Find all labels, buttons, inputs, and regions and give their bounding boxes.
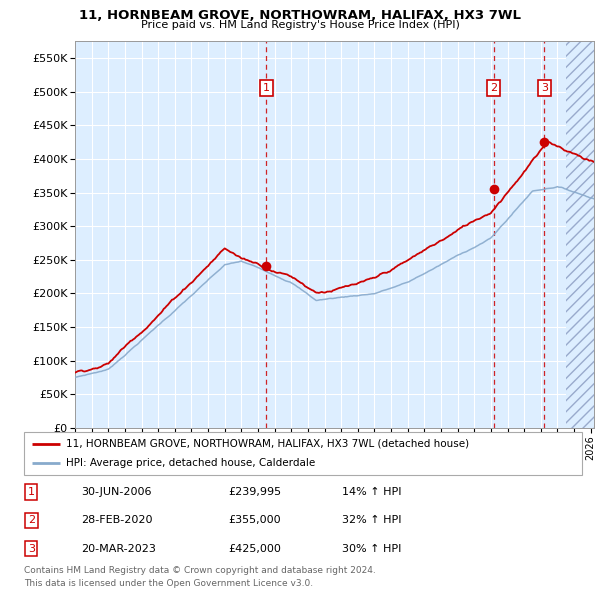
Text: £425,000: £425,000 xyxy=(228,544,281,553)
FancyBboxPatch shape xyxy=(24,432,582,475)
Text: £355,000: £355,000 xyxy=(228,516,281,525)
Text: 2: 2 xyxy=(28,516,35,525)
Text: 28-FEB-2020: 28-FEB-2020 xyxy=(81,516,152,525)
Text: 3: 3 xyxy=(28,544,35,553)
Text: 11, HORNBEAM GROVE, NORTHOWRAM, HALIFAX, HX3 7WL (detached house): 11, HORNBEAM GROVE, NORTHOWRAM, HALIFAX,… xyxy=(66,439,469,449)
Text: 14% ↑ HPI: 14% ↑ HPI xyxy=(342,487,401,497)
Text: Contains HM Land Registry data © Crown copyright and database right 2024.: Contains HM Land Registry data © Crown c… xyxy=(24,566,376,575)
Text: 2: 2 xyxy=(490,83,497,93)
Text: 1: 1 xyxy=(263,83,270,93)
Text: 11, HORNBEAM GROVE, NORTHOWRAM, HALIFAX, HX3 7WL: 11, HORNBEAM GROVE, NORTHOWRAM, HALIFAX,… xyxy=(79,9,521,22)
Text: £239,995: £239,995 xyxy=(228,487,281,497)
Bar xyxy=(566,41,594,428)
Text: 30-JUN-2006: 30-JUN-2006 xyxy=(81,487,151,497)
Text: This data is licensed under the Open Government Licence v3.0.: This data is licensed under the Open Gov… xyxy=(24,579,313,588)
Text: 20-MAR-2023: 20-MAR-2023 xyxy=(81,544,156,553)
Text: HPI: Average price, detached house, Calderdale: HPI: Average price, detached house, Cald… xyxy=(66,458,315,468)
Text: 1: 1 xyxy=(28,487,35,497)
Text: 3: 3 xyxy=(541,83,548,93)
Text: Price paid vs. HM Land Registry's House Price Index (HPI): Price paid vs. HM Land Registry's House … xyxy=(140,20,460,30)
Text: 30% ↑ HPI: 30% ↑ HPI xyxy=(342,544,401,553)
Text: 32% ↑ HPI: 32% ↑ HPI xyxy=(342,516,401,525)
